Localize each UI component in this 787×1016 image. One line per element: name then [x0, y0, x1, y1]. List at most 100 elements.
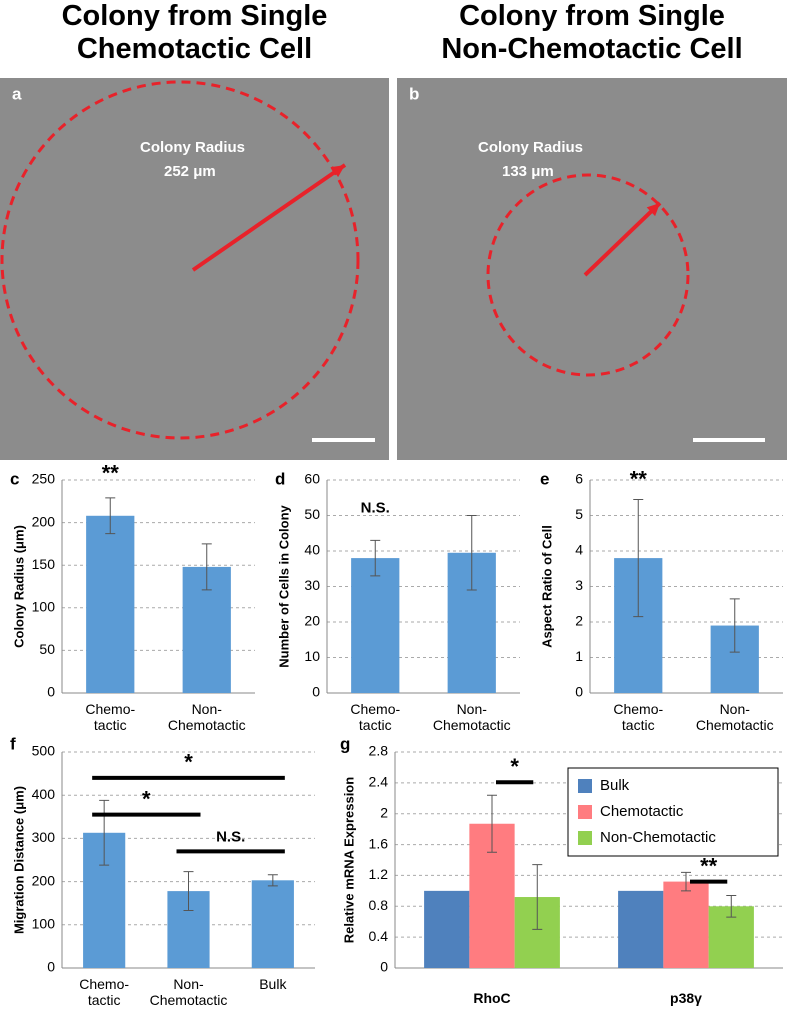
y-tick-label: 3 — [575, 577, 583, 593]
y-tick-label: 1.6 — [369, 835, 389, 851]
colony-radius: 133 μm — [502, 163, 554, 180]
y-tick-label: 0 — [312, 684, 320, 700]
x-tick-label-box: Bulk — [259, 976, 287, 992]
y-tick-label: 150 — [32, 556, 56, 572]
panel-letter: g — [340, 734, 350, 753]
x-tick-label-box: p38γ — [670, 990, 702, 1006]
error-bar — [267, 874, 278, 887]
error-bar — [633, 499, 644, 618]
radius-arrow — [191, 163, 347, 272]
y-tick-label: 10 — [304, 648, 320, 664]
legend-swatch — [578, 779, 592, 793]
y-axis-label: Aspect Ratio of Cell — [539, 525, 554, 648]
x-tick-label: Chemo- tactic — [613, 701, 664, 734]
y-tick-label: 400 — [32, 786, 56, 802]
bar — [251, 880, 294, 968]
x-tick-label: Bulk — [259, 976, 287, 992]
y-axis-label: Migration Distance (μm) — [11, 786, 26, 934]
x-tick-label-box: Non- Chemotactic — [695, 701, 774, 734]
panel-title-box: Colony from Single Chemotactic Cell — [61, 0, 328, 66]
y-tick-label: 200 — [32, 872, 56, 888]
x-tick-label-box: Non- Chemotactic — [149, 976, 228, 1009]
panel-title: Colony from Single Chemotactic Cell — [61, 0, 328, 66]
error-bar — [532, 864, 543, 930]
y-tick-label: 2.4 — [369, 774, 389, 790]
legend-swatch — [578, 831, 592, 845]
panel-letter: f — [10, 734, 16, 753]
x-tick-label-box: RhoC — [473, 990, 511, 1006]
y-tick-label: 4 — [575, 542, 583, 558]
error-bar — [466, 515, 477, 591]
y-tick-label: 50 — [304, 506, 320, 522]
y-axis-label: Number of Cells in Colony — [276, 504, 291, 667]
panel-title-box: Colony from Single Non-Chemotactic Cell — [441, 0, 742, 65]
y-tick-label: 2 — [380, 804, 388, 820]
error-bar — [681, 871, 691, 892]
colony-radius: 252 μm — [164, 163, 216, 180]
y-tick-label: 500 — [32, 743, 56, 759]
significance-label: * — [510, 754, 519, 779]
y-axis-label: Colony Radius (μm) — [11, 525, 26, 648]
x-tick-label: Non- Chemotactic — [695, 701, 774, 734]
y-tick-label: 50 — [39, 641, 55, 657]
y-tick-label: 250 — [32, 471, 56, 487]
bar — [663, 881, 709, 968]
y-tick-label: 1.2 — [369, 866, 389, 882]
y-tick-label: 60 — [304, 471, 320, 487]
x-tick-label-box: Non- Chemotactic — [167, 701, 246, 734]
x-tick-label: Non- Chemotactic — [149, 976, 228, 1009]
significance-label: * — [184, 750, 193, 775]
panel-letter: d — [275, 469, 285, 488]
error-bar — [729, 598, 740, 653]
error-bar — [99, 799, 110, 866]
x-tick-label: Chemo- tactic — [85, 701, 136, 734]
significance-label: N.S. — [361, 500, 390, 517]
y-tick-label: 40 — [304, 542, 320, 558]
colony-outline — [0, 80, 360, 440]
arrow-head — [331, 165, 345, 178]
panel-letter: c — [10, 469, 19, 488]
legend-label: Non-Chemotactic — [600, 829, 716, 846]
legend-label: Bulk — [600, 777, 630, 794]
y-tick-label: 5 — [575, 506, 583, 522]
error-bar — [183, 871, 194, 912]
y-tick-label: 0 — [47, 959, 55, 975]
significance-label: N.S. — [216, 828, 245, 845]
y-tick-label: 20 — [304, 613, 320, 629]
legend-label: Chemotactic — [600, 803, 684, 820]
radius-arrow — [583, 201, 662, 277]
legend-swatch — [578, 805, 592, 819]
x-tick-label-box: Chemo- tactic — [85, 701, 136, 734]
y-tick-label: 0 — [575, 684, 583, 700]
x-tick-label-box: Chemo- tactic — [79, 976, 129, 1008]
y-tick-label: 2.8 — [369, 743, 389, 759]
bar — [351, 558, 400, 693]
significance-label: ** — [102, 460, 120, 485]
y-tick-label: 200 — [32, 513, 56, 529]
x-tick-label: RhoC — [473, 990, 511, 1006]
y-tick-label: 0.8 — [369, 897, 389, 913]
bar — [618, 890, 664, 968]
x-tick-label-box: Chemo- tactic — [350, 701, 401, 734]
error-bar — [487, 794, 497, 853]
y-axis-label: Relative mRNA Expression — [341, 777, 356, 943]
error-bar — [105, 497, 116, 535]
y-tick-label: 30 — [304, 577, 320, 593]
significance-label: ** — [700, 853, 718, 878]
x-tick-label: Chemo- tactic — [350, 701, 401, 734]
significance-label: * — [142, 786, 151, 811]
y-tick-label: 0 — [47, 684, 55, 700]
error-bar — [370, 539, 381, 577]
x-tick-label: p38γ — [670, 990, 702, 1006]
significance-label: ** — [630, 467, 648, 492]
y-tick-label: 2 — [575, 613, 583, 629]
bar — [86, 515, 135, 693]
panel-letter: a — [12, 84, 22, 103]
colony-caption: Colony Radius — [140, 139, 245, 156]
y-tick-label: 0.4 — [369, 928, 389, 944]
x-tick-label: Non- Chemotactic — [167, 701, 246, 734]
legend-box — [567, 767, 779, 857]
colony-caption: Colony Radius — [478, 139, 583, 156]
